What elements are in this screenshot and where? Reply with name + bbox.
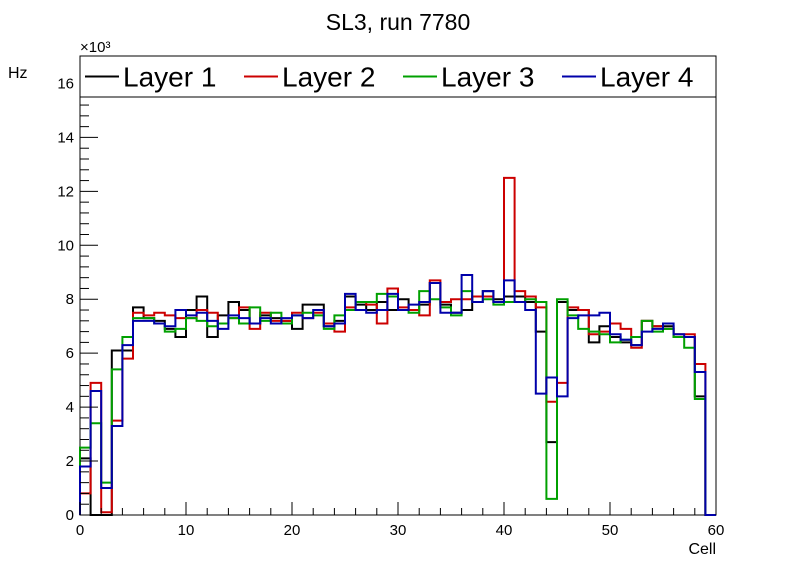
legend-label-layer-3: Layer 3 — [441, 62, 534, 93]
x-tick-label: 50 — [602, 522, 619, 539]
y-axis-label: Hz — [8, 65, 28, 82]
series-line-layer-2 — [79, 176, 716, 516]
y-tick-label: 4 — [66, 399, 74, 416]
x-tick-label: 40 — [496, 522, 513, 539]
x-tick-label: 20 — [284, 522, 301, 539]
chart-title: SL3, run 7780 — [326, 9, 471, 35]
legend-box — [79, 55, 717, 98]
x-tick-label: 0 — [76, 522, 84, 539]
y-tick-label: 14 — [57, 129, 74, 146]
series-line-layer-4 — [79, 273, 716, 516]
legend: Layer 1 Layer 2 Layer 3 Layer 4 — [79, 55, 717, 98]
legend-label-layer-4: Layer 4 — [600, 62, 693, 93]
x-tick-label: 60 — [708, 522, 725, 539]
y-tick-label: 10 — [57, 237, 74, 254]
y-tick-label: 12 — [57, 183, 74, 200]
series-layer — [79, 176, 716, 516]
legend-label-layer-1: Layer 1 — [123, 62, 216, 93]
legend-label-layer-2: Layer 2 — [282, 62, 375, 93]
y-tick-label: 0 — [66, 507, 74, 524]
x-axis-label: Cell — [688, 541, 716, 558]
y-tick-label: 2 — [66, 453, 74, 470]
y-tick-label: 6 — [66, 345, 74, 362]
x-tick-label: 10 — [178, 522, 195, 539]
x-tick-label: 30 — [390, 522, 407, 539]
y-tick-label: 16 — [57, 75, 74, 92]
axes-layer: 0 10 20 30 40 50 60 0 2 4 6 8 10 12 14 16 — [57, 72, 725, 539]
y-multiplier-label: ×10³ — [80, 39, 110, 56]
y-tick-label: 8 — [66, 291, 74, 308]
